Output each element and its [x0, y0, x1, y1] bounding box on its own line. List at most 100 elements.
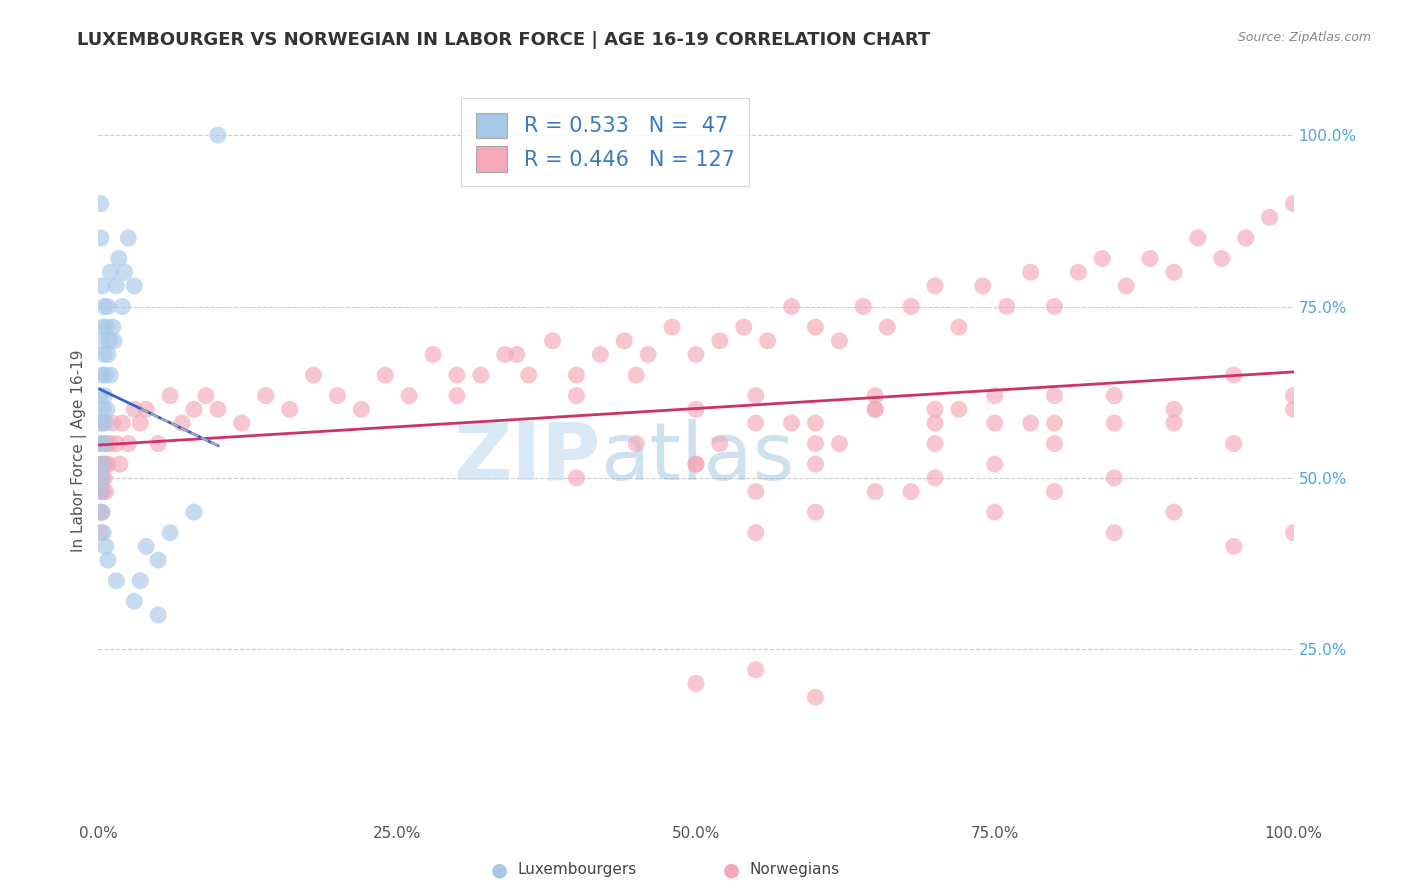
Point: [1043, 484, 1066, 499]
Point: [101, 320, 124, 334]
Point: [828, 334, 851, 348]
Point: [517, 368, 540, 382]
Point: [97, 347, 120, 361]
Point: [98, 265, 122, 279]
Point: [804, 505, 827, 519]
Point: [148, 553, 170, 567]
Point: [613, 334, 636, 348]
Point: [107, 252, 129, 266]
Point: [172, 416, 194, 430]
Point: [685, 457, 707, 471]
Point: [852, 300, 875, 314]
Point: [114, 265, 136, 279]
Point: [1104, 416, 1126, 430]
Point: [91, 279, 114, 293]
Point: [626, 368, 648, 382]
Point: [89, 389, 111, 403]
Point: [96, 436, 118, 450]
Point: [91, 505, 114, 519]
Point: [1104, 525, 1126, 540]
Point: [1223, 368, 1246, 382]
Text: atlas: atlas: [600, 419, 794, 497]
Point: [159, 525, 181, 540]
Point: [91, 471, 114, 485]
Point: [1043, 389, 1066, 403]
Point: [159, 389, 181, 403]
Point: [96, 402, 118, 417]
Point: [924, 471, 946, 485]
Point: [148, 607, 170, 622]
Point: [804, 457, 827, 471]
Point: [97, 457, 120, 471]
Point: [494, 347, 516, 361]
Point: [207, 128, 229, 142]
Point: [103, 334, 125, 348]
Legend: R = 0.533   N =  47, R = 0.446   N = 127: R = 0.533 N = 47, R = 0.446 N = 127: [461, 98, 749, 186]
Text: Luxembourgers: Luxembourgers: [517, 863, 637, 877]
Point: [948, 320, 970, 334]
Point: [709, 436, 731, 450]
Point: [565, 471, 588, 485]
Point: [97, 300, 120, 314]
Point: [745, 663, 768, 677]
Point: [98, 368, 122, 382]
Point: [422, 347, 444, 361]
Point: [865, 402, 887, 417]
Point: [804, 690, 827, 705]
Point: [1104, 471, 1126, 485]
Point: [541, 334, 564, 348]
Point: [91, 436, 114, 450]
Point: [105, 436, 128, 450]
Point: [924, 436, 946, 450]
Point: [93, 471, 115, 485]
Point: [91, 416, 114, 430]
Point: [1234, 231, 1257, 245]
Point: [254, 389, 277, 403]
Point: [984, 457, 1007, 471]
Text: ●: ●: [491, 860, 508, 880]
Point: [1163, 416, 1185, 430]
Point: [90, 231, 112, 245]
Point: [89, 505, 111, 519]
Point: [733, 320, 755, 334]
Point: [326, 389, 349, 403]
Point: [105, 279, 128, 293]
Point: [589, 347, 612, 361]
Point: [709, 334, 731, 348]
Point: [984, 389, 1007, 403]
Point: [446, 368, 468, 382]
Point: [374, 368, 396, 382]
Point: [745, 389, 768, 403]
Point: [93, 389, 115, 403]
Point: [1163, 402, 1185, 417]
Point: [1043, 416, 1066, 430]
Point: [195, 389, 218, 403]
Point: [117, 436, 139, 450]
Point: [90, 196, 112, 211]
Point: [984, 416, 1007, 430]
Point: [148, 436, 170, 450]
Point: [745, 484, 768, 499]
Point: [207, 402, 229, 417]
Point: [995, 300, 1018, 314]
Point: [1282, 402, 1305, 417]
Point: [972, 279, 994, 293]
Point: [89, 436, 111, 450]
Point: [183, 505, 205, 519]
Point: [1139, 252, 1161, 266]
Point: [89, 484, 111, 499]
Point: [94, 540, 117, 554]
Point: [1019, 265, 1042, 279]
Point: [1187, 231, 1209, 245]
Text: ●: ●: [723, 860, 740, 880]
Point: [470, 368, 492, 382]
Point: [94, 416, 117, 430]
Point: [105, 574, 128, 588]
Point: [183, 402, 205, 417]
Point: [98, 334, 121, 348]
Point: [398, 389, 420, 403]
Point: [948, 402, 970, 417]
Point: [90, 416, 112, 430]
Point: [876, 320, 898, 334]
Point: [685, 402, 707, 417]
